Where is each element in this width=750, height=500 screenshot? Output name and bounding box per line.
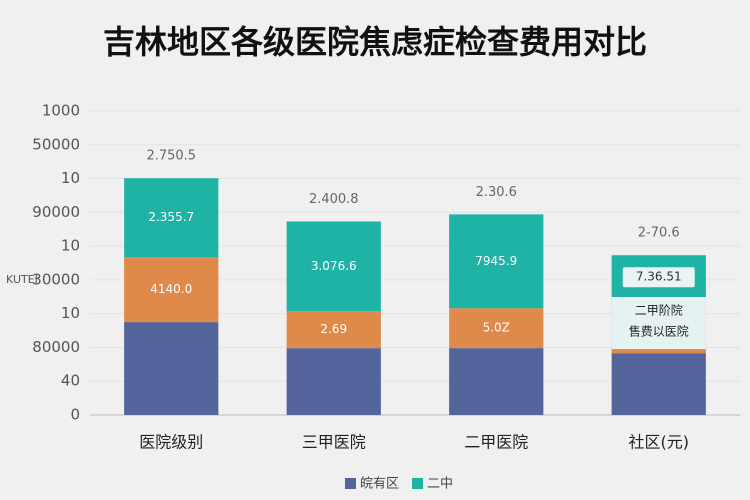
legend-label: 二中 xyxy=(427,477,453,492)
x-tick-label: 二甲医院 xyxy=(464,433,528,452)
annotation-box xyxy=(611,297,706,349)
annotation-text: 二甲阶院 xyxy=(635,304,683,318)
total-label: 2.30.6 xyxy=(476,185,517,200)
y-tick-label: 10 xyxy=(61,237,80,255)
bar-segment xyxy=(124,322,219,415)
y-axis-label: KUTEI xyxy=(6,273,38,286)
y-tick-label: 10 xyxy=(61,304,80,322)
chart-title: 吉林地区各级医院焦虑症检查费用对比 xyxy=(103,23,647,61)
y-tick-label: 40 xyxy=(61,372,80,390)
y-tick-label: 0 xyxy=(70,406,80,424)
bar-segment xyxy=(611,349,706,354)
y-tick-label: 30000 xyxy=(32,270,80,288)
label-box xyxy=(622,267,695,288)
segment-label: 5.0Z xyxy=(483,321,510,335)
x-tick-label: 医院级别 xyxy=(139,433,203,452)
bar-segment xyxy=(286,348,381,415)
bar-segment xyxy=(286,221,381,312)
y-tick-label: 10 xyxy=(61,169,80,187)
legend-swatch xyxy=(345,478,356,489)
bar-segment xyxy=(611,353,706,415)
bar-segment xyxy=(449,348,544,415)
legend-label: 皖有区 xyxy=(360,477,399,492)
annotation-text: 售费以医院 xyxy=(629,324,689,339)
segment-label: 7945.9 xyxy=(475,254,517,268)
total-label: 2.400.8 xyxy=(309,192,359,207)
bar-segment xyxy=(124,178,219,258)
segment-label: 4140.0 xyxy=(150,282,192,296)
segment-label: 2.69 xyxy=(320,322,347,336)
x-tick-label: 社区(元) xyxy=(629,433,690,452)
y-tick-label: 1000 xyxy=(42,102,80,120)
bar-segment xyxy=(449,308,544,349)
bar-segment xyxy=(449,214,544,309)
segment-label: 2.355.7 xyxy=(148,210,194,224)
y-tick-label: 50000 xyxy=(32,135,80,153)
bar-segment xyxy=(124,257,219,323)
legend-swatch xyxy=(412,478,423,489)
y-tick-label: 80000 xyxy=(32,338,80,356)
y-tick-label: 90000 xyxy=(32,203,80,221)
segment-label: 7.36.51 xyxy=(636,270,682,284)
total-label: 2.750.5 xyxy=(146,149,196,164)
bar-segment xyxy=(286,311,381,349)
segment-label: 3.076.6 xyxy=(311,259,357,273)
total-label: 2-70.6 xyxy=(638,226,680,241)
x-tick-label: 三甲医院 xyxy=(302,433,366,452)
